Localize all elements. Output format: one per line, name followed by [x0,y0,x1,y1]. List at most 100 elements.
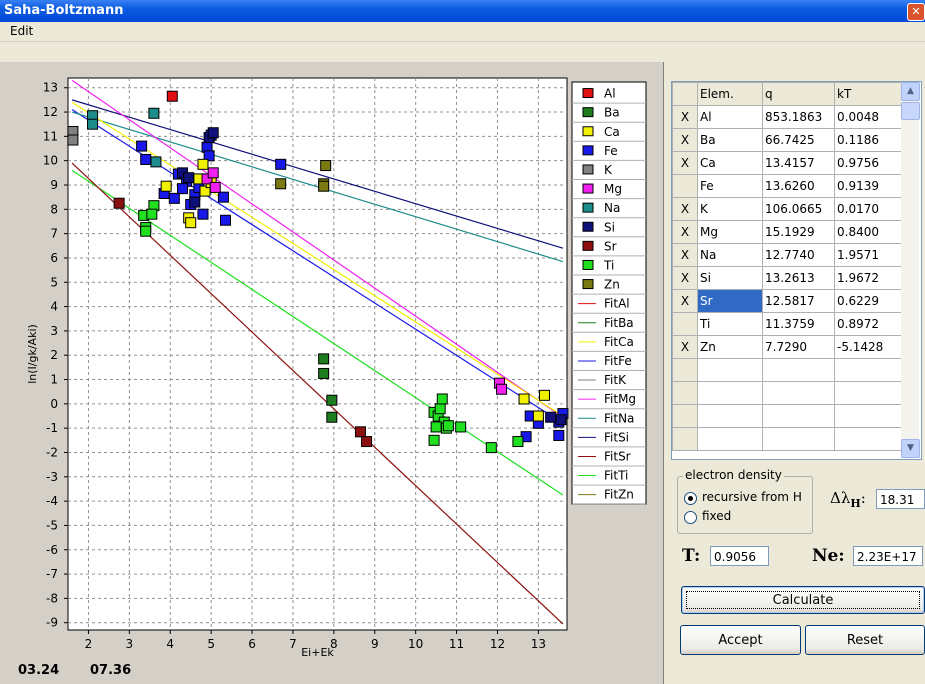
table-row[interactable]: X Sr 12.5817 0.6229 [672,289,908,313]
q-cell[interactable]: 106.0665 [762,197,835,221]
elem-cell[interactable]: Fe [697,174,763,198]
elem-cell[interactable]: Ti [697,312,763,336]
elem-cell[interactable]: Mg [697,220,763,244]
kt-cell[interactable]: -5.1428 [834,335,908,359]
row-select-cell[interactable]: X [672,220,698,244]
row-select-cell[interactable]: X [672,128,698,152]
elem-cell[interactable]: Si [697,266,763,290]
row-select-cell[interactable]: X [672,197,698,221]
grid-scrollbar[interactable]: ▲ ▼ [901,82,920,458]
empty-cell[interactable] [762,358,835,382]
q-cell[interactable]: 13.2613 [762,266,835,290]
accept-button[interactable]: Accept [680,625,801,655]
scroll-thumb[interactable] [901,102,920,120]
column-header[interactable]: q [762,82,835,106]
empty-cell[interactable] [672,404,698,428]
radio-recursive[interactable] [684,492,697,505]
q-cell[interactable]: 853.1863 [762,105,835,129]
table-row-empty[interactable] [672,381,908,405]
table-row[interactable]: X Zn 7.7290 -5.1428 [672,335,908,359]
data-point-zn [318,180,330,192]
legend-label: Zn [604,278,620,292]
delta-lambda-input[interactable]: 18.31 [876,489,925,509]
row-select-cell[interactable] [672,312,698,336]
kt-cell[interactable]: 0.0048 [834,105,908,129]
elem-cell[interactable]: Ca [697,151,763,175]
row-select-cell[interactable]: X [672,289,698,313]
table-row-empty[interactable] [672,427,908,451]
q-cell[interactable]: 7.7290 [762,335,835,359]
calculate-button[interactable]: Calculate [681,586,925,614]
scroll-down-icon[interactable]: ▼ [901,439,920,458]
table-row-empty[interactable] [672,358,908,382]
kt-cell[interactable]: 1.9672 [834,266,908,290]
row-select-cell[interactable]: X [672,105,698,129]
elem-cell[interactable]: Na [697,243,763,267]
reset-button[interactable]: Reset [805,625,925,655]
empty-cell[interactable] [697,404,763,428]
t-input[interactable]: 0.9056 [710,546,769,566]
kt-cell[interactable]: 0.9756 [834,151,908,175]
table-row[interactable]: Fe 13.6260 0.9139 [672,174,908,198]
empty-cell[interactable] [672,381,698,405]
table-row[interactable]: X Al 853.1863 0.0048 [672,105,908,129]
table-row[interactable]: X Na 12.7740 1.9571 [672,243,908,267]
empty-cell[interactable] [672,358,698,382]
menu-edit[interactable]: Edit [10,24,34,38]
scroll-up-icon[interactable]: ▲ [901,82,920,101]
kt-cell[interactable]: 1.9571 [834,243,908,267]
kt-cell[interactable]: 0.8972 [834,312,908,336]
row-select-cell[interactable] [672,174,698,198]
column-header[interactable] [672,82,698,106]
kt-cell[interactable]: 0.8400 [834,220,908,244]
row-select-cell[interactable]: X [672,243,698,267]
elem-cell[interactable]: Ba [697,128,763,152]
kt-cell[interactable]: 0.6229 [834,289,908,313]
column-header[interactable]: kT [834,82,908,106]
x-tick-label: 9 [371,637,379,651]
radio-recursive-label[interactable]: recursive from H [702,490,802,504]
y-tick-label: -1 [46,421,58,435]
table-row[interactable]: X Ca 13.4157 0.9756 [672,151,908,175]
table-row[interactable]: X Ba 66.7425 0.1186 [672,128,908,152]
table-row[interactable]: Ti 11.3759 0.8972 [672,312,908,336]
empty-cell[interactable] [697,358,763,382]
close-icon[interactable]: ✕ [907,3,925,21]
kt-cell[interactable]: 0.0170 [834,197,908,221]
row-select-cell[interactable]: X [672,151,698,175]
table-row-empty[interactable] [672,404,908,428]
empty-cell[interactable] [762,404,835,428]
table-row[interactable]: X Mg 15.1929 0.8400 [672,220,908,244]
row-select-cell[interactable]: X [672,266,698,290]
q-cell[interactable]: 13.4157 [762,151,835,175]
empty-cell[interactable] [834,358,908,382]
empty-cell[interactable] [697,427,763,451]
row-select-cell[interactable]: X [672,335,698,359]
elem-cell[interactable]: K [697,197,763,221]
q-cell[interactable]: 13.6260 [762,174,835,198]
q-cell[interactable]: 12.7740 [762,243,835,267]
kt-cell[interactable]: 0.1186 [834,128,908,152]
elem-cell[interactable]: Zn [697,335,763,359]
empty-cell[interactable] [672,427,698,451]
column-header[interactable]: Elem. [697,82,763,106]
empty-cell[interactable] [834,427,908,451]
table-row[interactable]: X K 106.0665 0.0170 [672,197,908,221]
empty-cell[interactable] [834,381,908,405]
radio-fixed[interactable] [684,511,697,524]
empty-cell[interactable] [762,381,835,405]
element-grid[interactable]: Elem. q kT X Al 853.1863 0.0048 X Ba 66.7425 0.118… [671,81,922,460]
radio-fixed-label[interactable]: fixed [702,509,732,523]
elem-cell[interactable]: Sr [697,289,763,313]
elem-cell[interactable]: Al [697,105,763,129]
q-cell[interactable]: 12.5817 [762,289,835,313]
empty-cell[interactable] [697,381,763,405]
q-cell[interactable]: 11.3759 [762,312,835,336]
empty-cell[interactable] [762,427,835,451]
table-row[interactable]: X Si 13.2613 1.9672 [672,266,908,290]
q-cell[interactable]: 66.7425 [762,128,835,152]
kt-cell[interactable]: 0.9139 [834,174,908,198]
empty-cell[interactable] [834,404,908,428]
q-cell[interactable]: 15.1929 [762,220,835,244]
ne-input[interactable]: 2.23E+17 [853,546,923,566]
